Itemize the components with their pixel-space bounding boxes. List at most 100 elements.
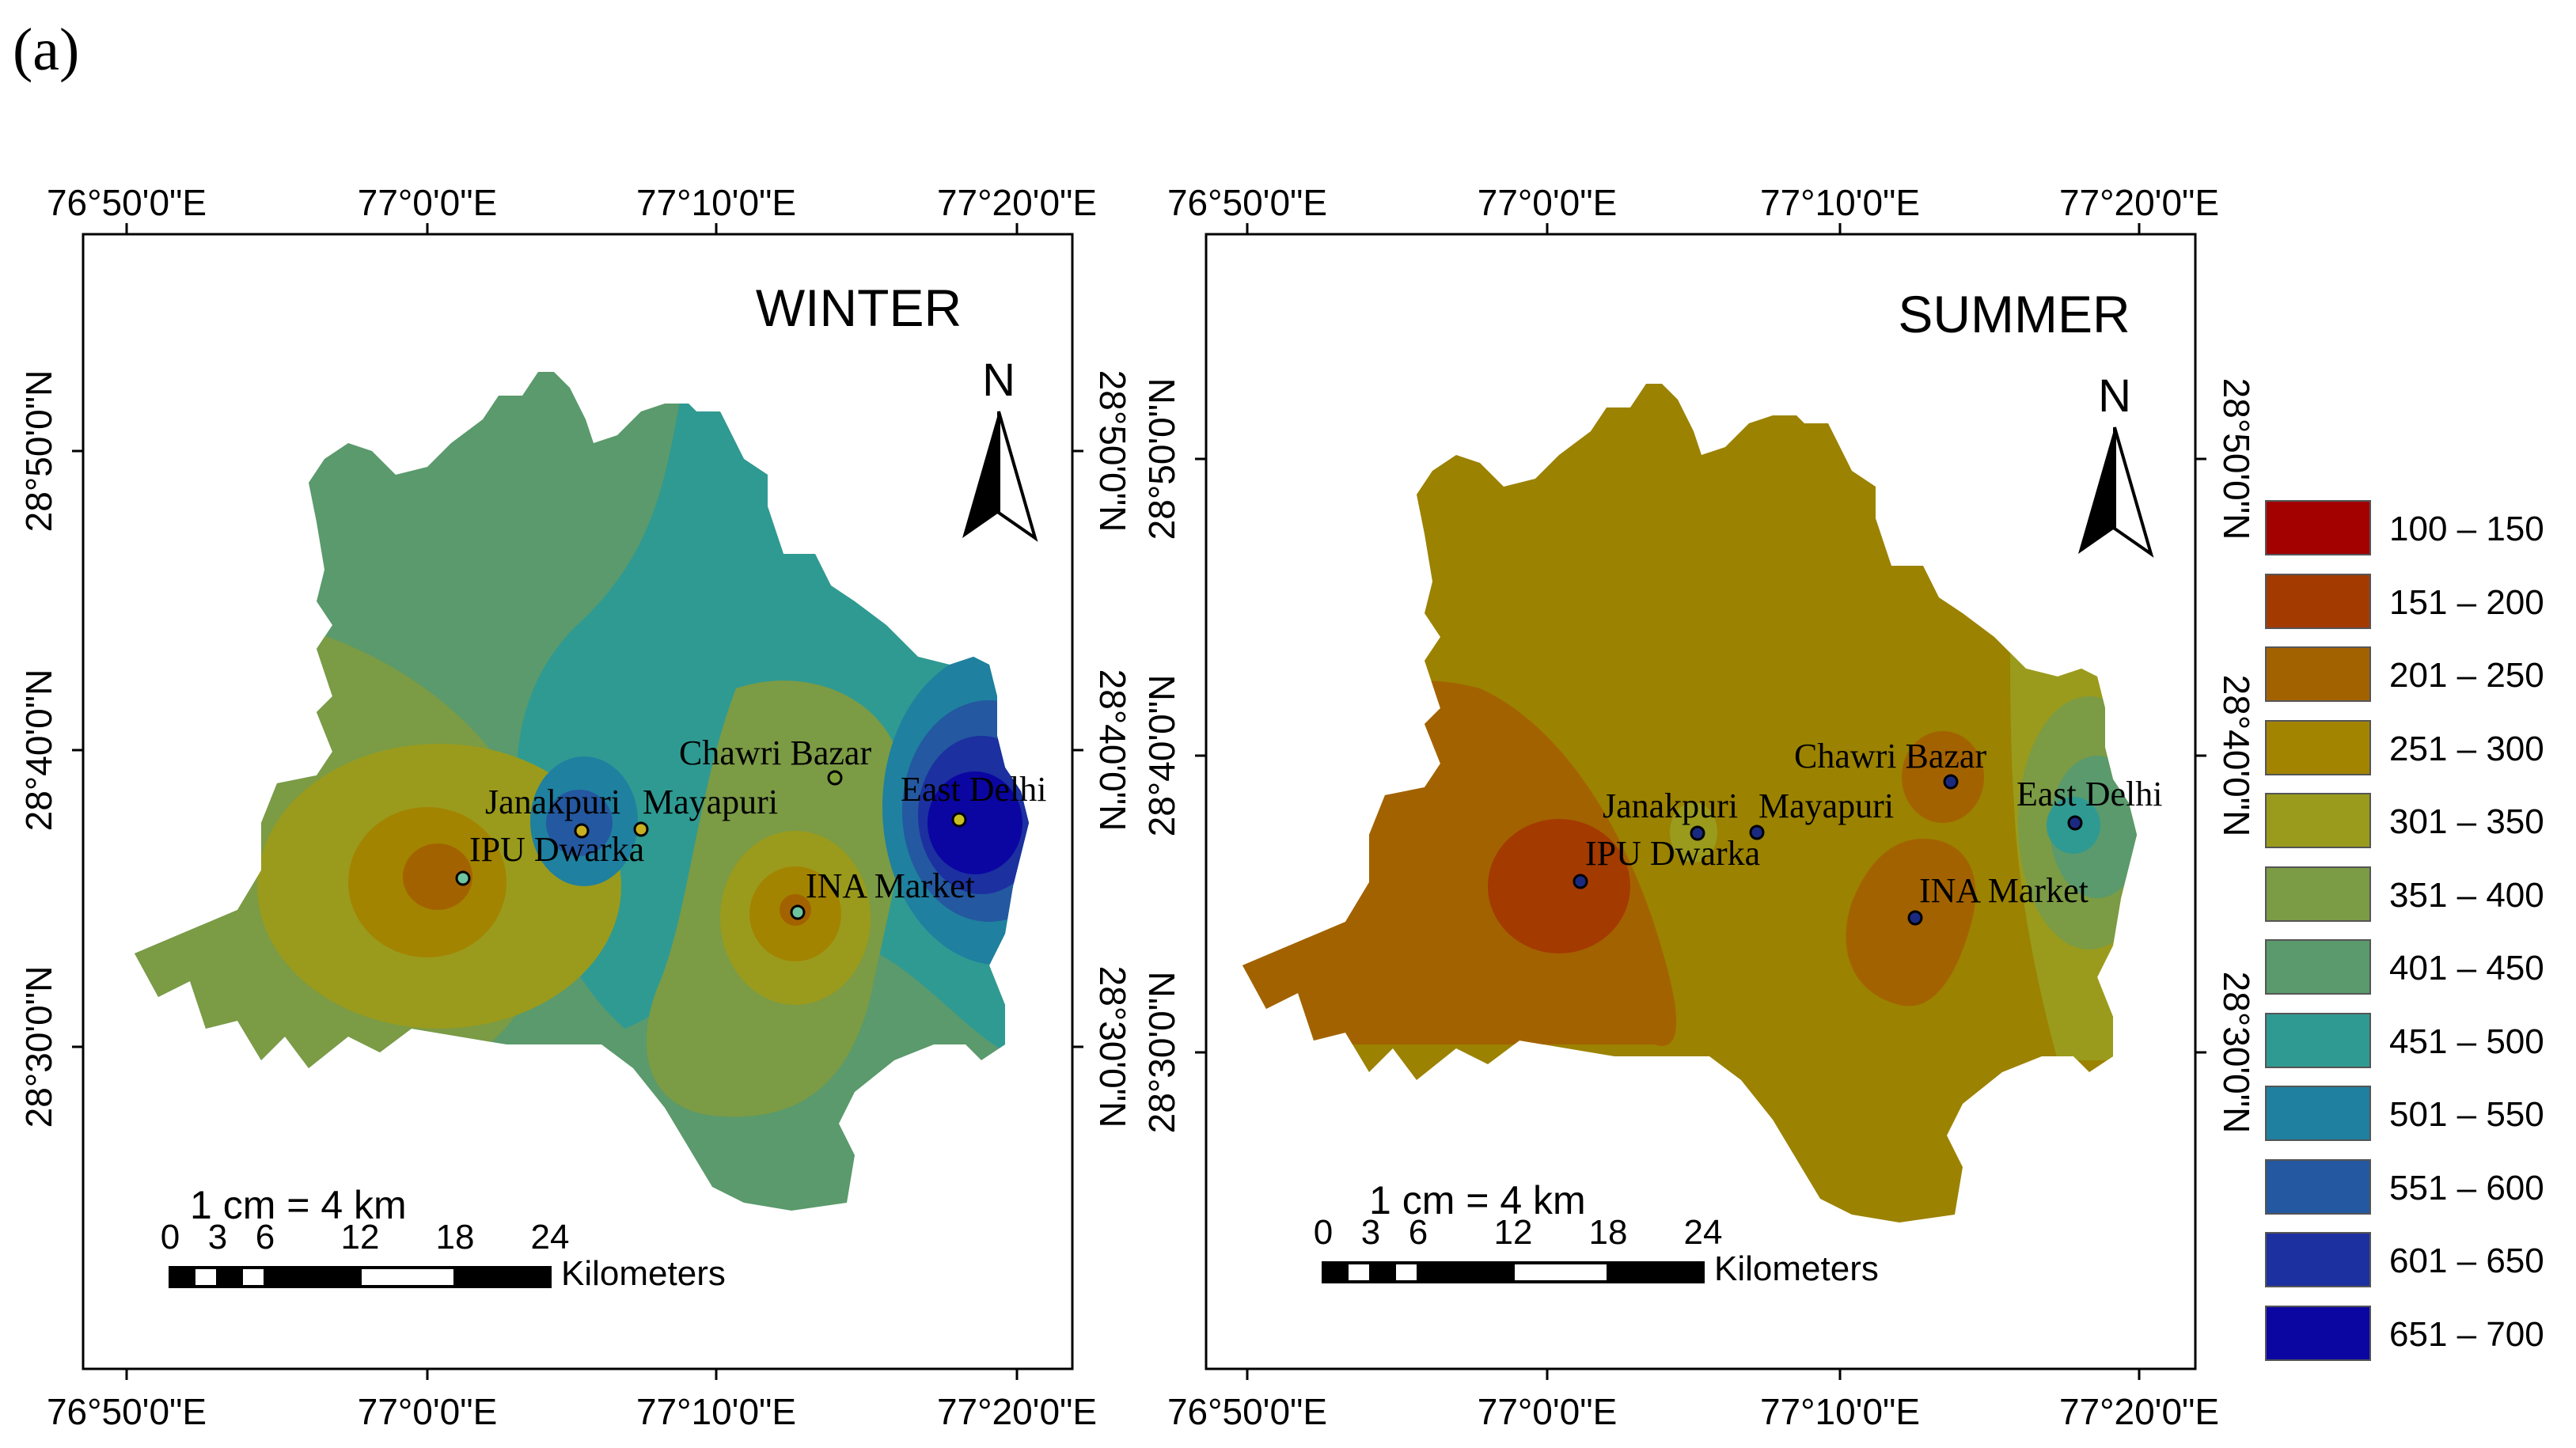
scale-tick-label: 18 (436, 1218, 475, 1257)
north-arrow: N (2078, 370, 2154, 558)
zone-janakpuri-inner (546, 790, 613, 856)
station-marker-mayapuri (1749, 824, 1765, 840)
north-arrow: N (962, 354, 1038, 542)
legend-swatch (2265, 719, 2371, 775)
legend-swatch (2265, 866, 2371, 922)
scale-segment (453, 1266, 552, 1288)
scale-tick-label: 6 (1409, 1213, 1428, 1252)
scale-segment (1393, 1261, 1420, 1283)
station-marker-chawri-bazar (1943, 774, 1959, 790)
scale-segment (1345, 1261, 1372, 1283)
scale-text: 1 cm = 4 km (190, 1183, 407, 1227)
map-title: WINTER (756, 279, 962, 337)
station-marker-east-delhi (951, 812, 967, 828)
station-label-ina-market: INA Market (806, 866, 975, 905)
lon-label-bottom: 77°0'0"E (1478, 1391, 1618, 1432)
lon-label-bottom: 77°20'0"E (2059, 1391, 2219, 1432)
legend-swatch (2265, 793, 2371, 848)
zone-ipu-inner (403, 843, 472, 910)
scale-unit: Kilometers (561, 1254, 726, 1293)
north-arrow-icon (2078, 427, 2115, 554)
lon-label-top: 77°20'0"E (2059, 182, 2219, 223)
map-title: SUMMER (1898, 285, 2130, 343)
zone-east-core (928, 771, 1022, 874)
lat-label-left: 28°50'0"N (18, 370, 59, 533)
legend-label: 351 – 400 (2389, 875, 2544, 915)
legend-label: 301 – 350 (2389, 802, 2544, 841)
lon-label-top: 76°50'0"E (47, 182, 207, 223)
scale-segment (240, 1266, 267, 1288)
lat-ticks: 28°50'0"N 28°50'0"N 28°40'0"N 28°40'0"N 28°3… (18, 370, 1133, 1128)
station-label-mayapuri: Mayapuri (643, 783, 778, 821)
legend-item: 401 – 450 (2265, 934, 2576, 1006)
lat-label-left: 28°30'0"N (1141, 972, 1182, 1134)
station-marker-janakpuri (1690, 825, 1705, 841)
legend-item: 451 – 500 (2265, 1008, 2576, 1079)
station-marker-mayapuri (633, 821, 649, 837)
lon-label-top: 77°0'0"E (1478, 182, 1618, 223)
scale-tick-label: 24 (1684, 1213, 1723, 1252)
legend-item: 601 – 650 (2265, 1227, 2576, 1298)
lat-label-left: 28°30'0"N (18, 966, 59, 1128)
legend-item: 301 – 350 (2265, 788, 2576, 859)
legend-label: 401 – 450 (2389, 949, 2544, 987)
station-marker-ipu-dwarka (1573, 874, 1588, 889)
lat-label-right: 28°40'0"N (2216, 675, 2257, 837)
station-marker-janakpuri (574, 823, 590, 839)
lon-label-top: 76°50'0"E (1167, 182, 1327, 223)
legend-item: 651 – 700 (2265, 1301, 2576, 1372)
lat-label-left: 28°50'0"N (1141, 378, 1182, 540)
north-arrow-icon (997, 411, 1038, 542)
lat-label-right: 28°50'0"N (1092, 370, 1133, 533)
legend-label: 151 – 200 (2389, 582, 2544, 622)
lon-label-bottom: 77°20'0"E (937, 1391, 1097, 1432)
scale-tick-label: 3 (1361, 1213, 1380, 1252)
legend-label: 601 – 650 (2389, 1241, 2544, 1280)
lon-label-bottom: 77°10'0"E (636, 1391, 796, 1432)
legend-item: 100 – 150 (2265, 495, 2576, 567)
station-marker-ipu-dwarka (455, 870, 471, 886)
scale-segment (1512, 1261, 1610, 1283)
scale-tick-label: 0 (1314, 1213, 1333, 1252)
lon-label-bottom: 76°50'0"E (47, 1391, 207, 1432)
stations: Chawri Bazar Janakpuri Mayapuri East Delhi I… (455, 733, 1047, 920)
lon-label-bottom: 76°50'0"E (1167, 1391, 1327, 1432)
station-label-janakpuri: Janakpuri (485, 783, 620, 821)
scale-tick-label: 12 (341, 1218, 380, 1257)
station-label-janakpuri: Janakpuri (1603, 787, 1738, 825)
map-winter: 76°50'0"E 76°50'0"E 77°0'0"E 77°0'0"E 77°10'… (18, 182, 1133, 1432)
scale-unit: Kilometers (1714, 1249, 1879, 1288)
scale-tick-label: 6 (256, 1218, 275, 1257)
legend-label: 251 – 300 (2389, 729, 2544, 768)
station-label-ina-market: INA Market (1919, 871, 2088, 910)
lon-label-bottom: 77°0'0"E (358, 1391, 498, 1432)
scale-segment (216, 1266, 243, 1288)
scale-segment (1369, 1261, 1396, 1283)
station-label-chawri-bazar: Chawri Bazar (1794, 737, 1986, 775)
station-label-east-delhi: East Delhi (2016, 775, 2163, 813)
legend-swatch (2265, 939, 2371, 995)
lon-ticks: 76°50'0"E 76°50'0"E 77°0'0"E 77°0'0"E 77°10'… (1167, 182, 2219, 1432)
legend-swatch (2265, 1305, 2371, 1361)
station-marker-ina-market (1907, 910, 1923, 926)
zone-ipu-core (1488, 819, 1630, 953)
legend-item: 551 – 600 (2265, 1154, 2576, 1226)
scale-segment (169, 1266, 195, 1288)
legend-swatch (2265, 573, 2371, 629)
map-summer: 76°50'0"E 76°50'0"E 77°0'0"E 77°0'0"E 77°10'… (1141, 182, 2257, 1432)
station-label-ipu-dwarka: IPU Dwarka (1585, 834, 1760, 873)
lat-label-left: 28°40'0"N (18, 669, 59, 832)
legend-label: 201 – 250 (2389, 656, 2544, 695)
legend-swatch (2265, 500, 2371, 555)
lon-label-top: 77°10'0"E (636, 182, 796, 223)
scale-tick-label: 0 (161, 1218, 180, 1257)
station-label-chawri-bazar: Chawri Bazar (679, 733, 871, 772)
scale-segment (1322, 1261, 1349, 1283)
lat-label-right: 28°30'0"N (2216, 972, 2257, 1134)
scale-tick-label: 12 (1494, 1213, 1533, 1252)
north-label: N (982, 354, 1015, 406)
lon-label-top: 77°20'0"E (937, 182, 1097, 223)
